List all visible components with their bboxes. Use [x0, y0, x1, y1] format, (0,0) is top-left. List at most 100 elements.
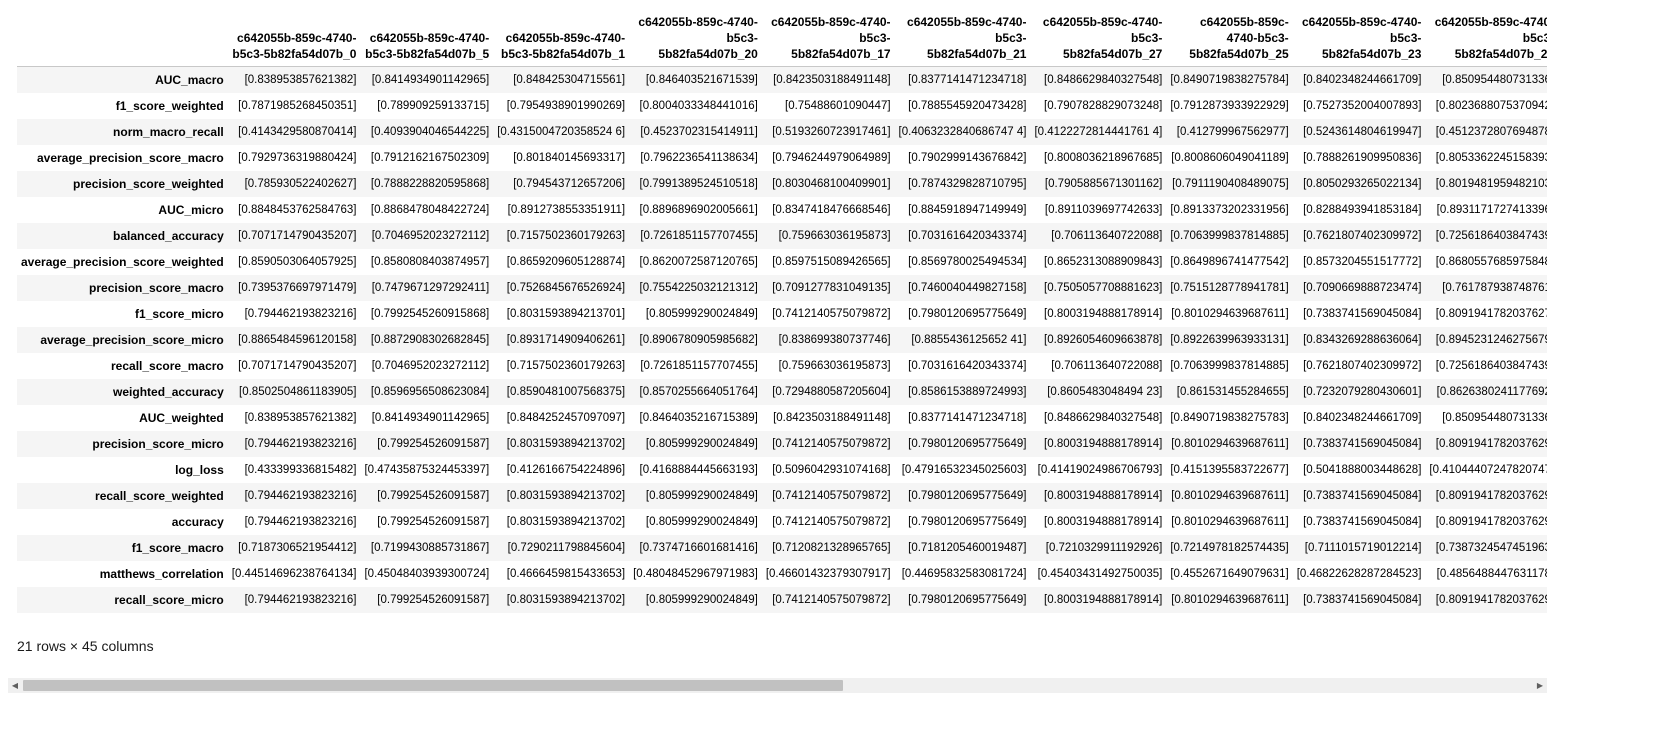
table-row: norm_macro_recall [0.4143429580870414] [0.… [17, 119, 1547, 145]
table-cell: [0.8091941782037629] [1435, 490, 1547, 502]
scroll-left-arrow-icon[interactable]: ◀ [11, 681, 19, 690]
dataframe-table: c642055b-859c-4740-b5c3-5b82fa54d07b_0 c… [17, 12, 1547, 613]
table-cell: [0.44695832583081724] [901, 568, 1027, 580]
table-row: average_precision_score_micro [0.88654845… [17, 327, 1547, 353]
table-cell: [0.7412140575079872] [772, 308, 891, 320]
table-cell: [0.4512372807694878] [1435, 126, 1547, 138]
column-header: c642055b-859c-4740-b5c3-5b82fa54d07b_27 [1030, 12, 1167, 67]
table-cell: [0.8652313088909843] [1044, 256, 1163, 268]
table-cell: [0.7980120695775649] [908, 516, 1027, 528]
scrollbar-thumb[interactable] [23, 680, 843, 691]
table-cell: [0.7157502360179263] [506, 360, 626, 372]
table-cell: [0.794462193823216] [244, 308, 357, 320]
table-cell: [0.8912738553351911] [507, 204, 626, 216]
row-label: AUC_micro [158, 203, 224, 217]
table-cell: [0.8848453762584763] [238, 204, 357, 216]
table-cell: [0.8053362245158393] [1435, 152, 1547, 164]
scroll-right-arrow-icon[interactable]: ▶ [1536, 681, 1544, 690]
table-cell: [0.7991389524510518] [639, 178, 758, 190]
table-cell: [0.7954938901990269] [506, 100, 626, 112]
table-row: matthews_correlation [0.44514696238764134… [17, 561, 1547, 587]
table-cell: [0.8580808403874957] [370, 256, 490, 268]
table-cell: [0.7962236541138634] [640, 152, 758, 164]
table-cell: [0.4122272814441761 4] [1034, 126, 1163, 138]
table-cell: [0.7980120695775649] [908, 438, 1027, 450]
row-label: f1_score_weighted [115, 99, 224, 113]
table-cell: [0.7902999143676842] [908, 152, 1027, 164]
table-cell: [0.8590481007568375] [506, 386, 626, 398]
table-cell: [0.47435875324453397] [364, 464, 490, 476]
row-label: precision_score_micro [92, 437, 224, 451]
table-cell: [0.7412140575079872] [772, 438, 891, 450]
table-row: accuracy [0.794462193823216] [0.7992545260… [17, 509, 1547, 535]
table-cell: [0.8091941782037629] [1435, 516, 1547, 528]
table-cell: [0.8050293265022134] [1303, 178, 1422, 190]
table-cell: [0.794462193823216] [244, 594, 357, 606]
row-label: recall_score_micro [114, 593, 224, 607]
table-cell: [0.8680557685975848] [1435, 256, 1547, 268]
table-cell: [0.7527352004007893] [1303, 100, 1422, 112]
column-header: c642055b-859c-4740-b5c3-5b82fa54d07b_5 [360, 12, 494, 67]
table-cell: [0.8911039697742633] [1044, 204, 1163, 216]
table-cell: [0.45048403939300724] [364, 568, 490, 580]
table-cell: [0.5243614804619947] [1303, 126, 1422, 138]
table-cell: [0.8377141471234718] [908, 412, 1027, 424]
table-row: f1_score_micro [0.794462193823216] [0.7992… [17, 301, 1547, 327]
table-cell: [0.7261851157707455] [640, 360, 758, 372]
table-cell: [0.805999290024849] [645, 438, 758, 450]
table-cell: [0.7621807402309972] [1303, 230, 1422, 242]
table-row: recall_score_micro [0.794462193823216] [0.… [17, 587, 1547, 613]
table-cell: [0.7091277831049135] [772, 282, 891, 294]
row-label: recall_score_weighted [95, 489, 224, 503]
table-cell: [0.7387324547451963] [1435, 542, 1547, 554]
table-cell: [0.8031593894213701] [506, 308, 626, 320]
table-cell: [0.7460040449827158] [908, 282, 1027, 294]
table-cell: [0.8343269288636064] [1303, 334, 1422, 346]
table-cell: [0.7929736319880424] [238, 152, 357, 164]
table-cell: [0.8003194888178914] [1044, 516, 1163, 528]
table-cell: [0.8423503188491148] [773, 74, 891, 86]
table-cell: [0.8031593894213702] [506, 594, 626, 606]
table-cell: [0.805999290024849] [645, 308, 758, 320]
table-cell: [0.8573204551517772] [1303, 256, 1422, 268]
table-cell: [0.794462193823216] [244, 516, 357, 528]
table-cell: [0.8004033348441016] [639, 100, 758, 112]
table-cell: [0.7120821328965765] [772, 542, 891, 554]
table-cell: [0.8402348244661709] [1303, 74, 1422, 86]
table-cell: [0.8091941782037629] [1435, 594, 1547, 606]
table-cell: [0.8931171727413396] [1436, 204, 1547, 216]
table-cell: [0.7885545920473428] [908, 100, 1027, 112]
index-header [17, 12, 228, 67]
table-cell: [0.7395376697971479] [238, 282, 357, 294]
column-header: c642055b-859c-4740-b5c3-5b82fa54d07b_21 [894, 12, 1031, 67]
table-cell: [0.8855436125652 41] [911, 334, 1027, 346]
table-cell: [0.47916532345025603] [901, 464, 1027, 476]
table-row: average_precision_score_weighted [0.85905… [17, 249, 1547, 275]
table-cell: [0.7980120695775649] [908, 308, 1027, 320]
table-cell: [0.8596956508623084] [370, 386, 490, 398]
table-cell: [0.7888261909950836] [1303, 152, 1422, 164]
table-row: balanced_accuracy [0.7071714790435207] [0.… [17, 223, 1547, 249]
table-cell: [0.4093904046544225] [370, 126, 490, 138]
table-cell: [0.799254526091587] [377, 490, 490, 502]
table-cell: [0.7980120695775649] [908, 490, 1027, 502]
table-cell: [0.8423503188491148] [773, 412, 891, 424]
row-label: f1_score_micro [135, 307, 224, 321]
table-cell: [0.805999290024849] [645, 490, 758, 502]
table-cell: [0.7210329911192926] [1045, 542, 1163, 554]
horizontal-scrollbar[interactable]: ◀ ▶ [8, 678, 1547, 693]
table-cell: [0.8659209605128874] [506, 256, 626, 268]
table-cell: [0.7181205460019487] [908, 542, 1027, 554]
table-cell: [0.8030468100409901] [772, 178, 891, 190]
table-cell: [0.8868478048422724] [370, 204, 490, 216]
table-cell: [0.7874329828710795] [908, 178, 1027, 190]
table-cell: [0.7199430885731867] [370, 542, 490, 554]
table-cell: [0.7412140575079872] [772, 490, 891, 502]
table-cell: [0.8031593894213702] [506, 516, 626, 528]
table-cell: [0.785930522402627] [244, 178, 357, 190]
table-cell: [0.4151395583722677] [1170, 464, 1289, 476]
row-label: average_precision_score_macro [36, 151, 224, 165]
table-cell: [0.7071714790435207] [238, 360, 357, 372]
table-cell: [0.8003194888178914] [1044, 438, 1163, 450]
table-cell: [0.838699380737746] [778, 334, 891, 346]
